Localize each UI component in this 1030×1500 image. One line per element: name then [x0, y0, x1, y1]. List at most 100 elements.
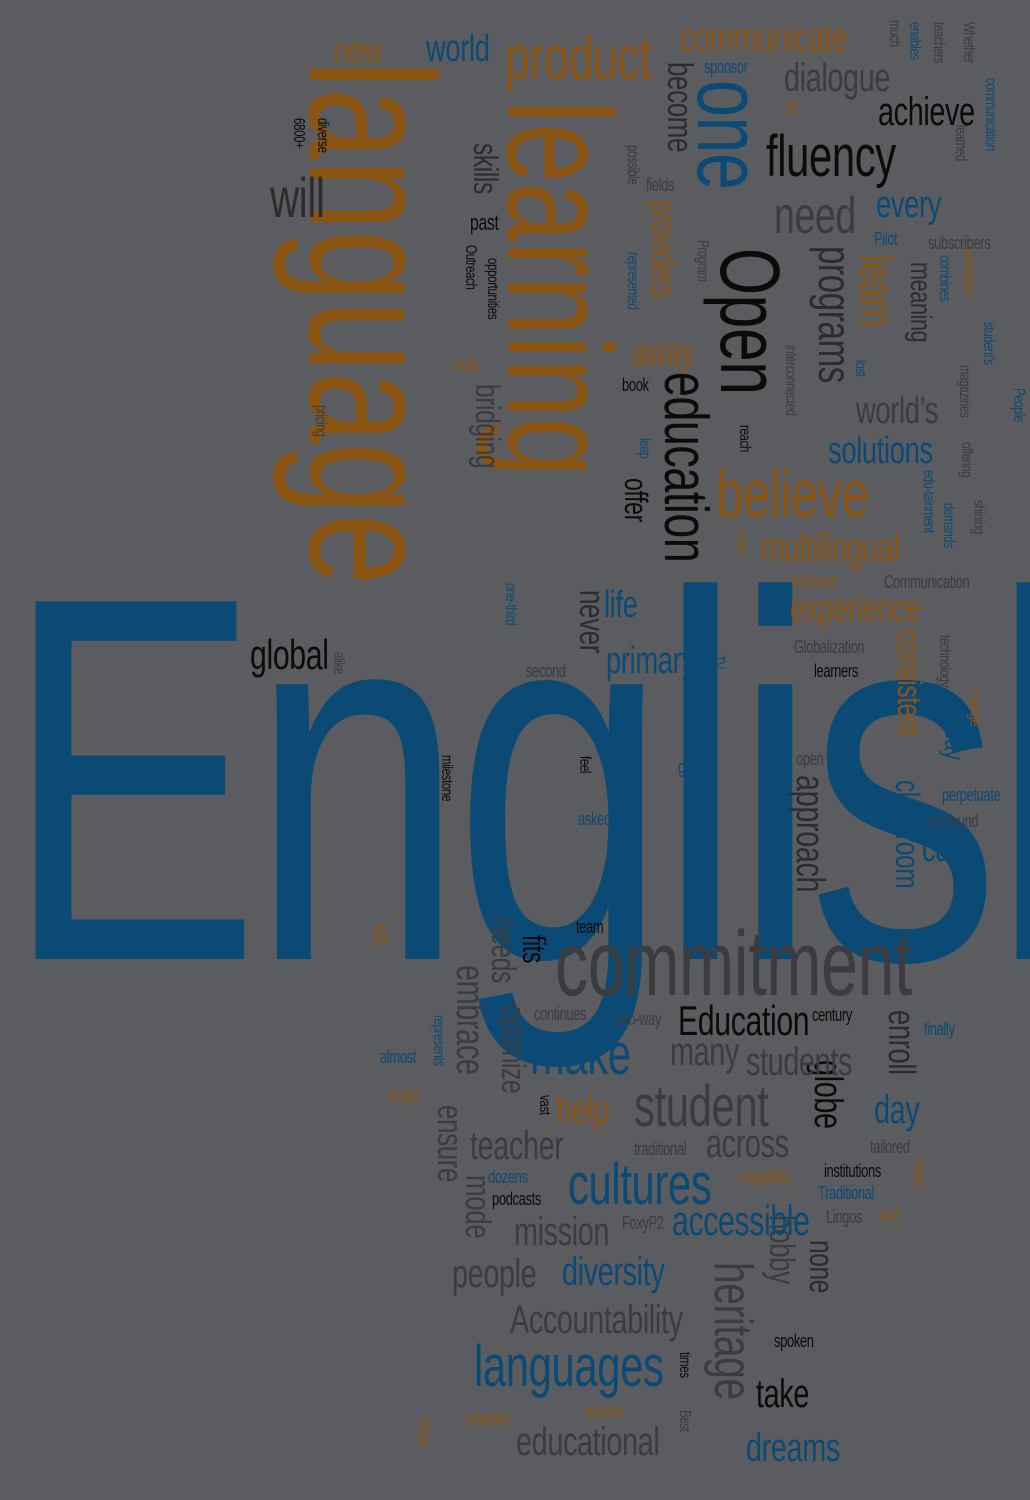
word-languages: languages	[474, 1334, 664, 1399]
word-accessible: accessible	[672, 1197, 810, 1244]
word-book: book	[622, 375, 649, 395]
word-almost: almost	[380, 1047, 417, 1067]
word-every: every	[876, 184, 942, 226]
word-change: change	[966, 690, 983, 726]
word-primary: primary	[606, 640, 695, 682]
word-access: access	[586, 1401, 625, 1421]
word-take: take	[756, 1372, 809, 1416]
word-ensure: ensure	[430, 1105, 471, 1183]
word-possible: possible	[624, 145, 641, 185]
word-vast: vast	[536, 1095, 553, 1115]
word-yet: yet	[784, 100, 801, 115]
word-learning: learning	[476, 100, 641, 477]
word-enroll: enroll	[880, 1010, 922, 1075]
word-perpetuate: perpetuate	[942, 785, 1001, 805]
word-things: things	[416, 1418, 433, 1447]
word-team: team	[576, 917, 604, 937]
word-pilot: Pilot	[874, 229, 898, 249]
word-finally: finally	[924, 1019, 955, 1039]
word-across: across	[706, 1122, 789, 1166]
word-foxyp2: FoxyP2	[622, 1213, 664, 1233]
word-open: Open	[703, 248, 797, 395]
word-continues: continues	[534, 1004, 587, 1024]
word-demands: demands	[940, 503, 957, 548]
word-whether: whether	[466, 1409, 510, 1429]
word-day: day	[874, 1088, 920, 1132]
word-education-cap: Education	[678, 997, 810, 1044]
word-achieve: achieve	[878, 90, 975, 134]
word-help: help	[556, 1088, 610, 1132]
word-skills: skills	[466, 143, 504, 194]
word-feel: feel	[576, 756, 593, 774]
word-product: product	[505, 24, 652, 93]
word-milestone: milestone	[438, 755, 455, 802]
word-people: people	[452, 1252, 537, 1296]
word-fits: fits	[516, 935, 552, 964]
word-us: us	[367, 925, 398, 946]
word-language: language	[272, 60, 471, 585]
word-two-way: two-way	[616, 1009, 662, 1029]
word-lingos: Lingos	[826, 1207, 863, 1227]
word-edu-tainment: edu-tainment	[920, 470, 937, 533]
word-fields: fields	[646, 175, 675, 195]
word-english: English	[4, 489, 1030, 1070]
word-outreach: Outreach	[462, 245, 479, 290]
word-single: single	[388, 1085, 420, 1105]
word-magazines: magazines	[956, 365, 973, 418]
word-will: will	[270, 166, 325, 229]
word-educational: educational	[516, 1420, 660, 1464]
word-make: make	[530, 1022, 631, 1087]
word-communication: communication	[982, 78, 999, 151]
word-communicate: communicate	[680, 16, 848, 60]
word-teacher: teacher	[470, 1124, 564, 1168]
word-become: become	[660, 62, 701, 153]
word-way: way	[939, 725, 970, 760]
word-reach: reach	[736, 425, 753, 453]
word-mission: mission	[514, 1210, 610, 1254]
word-century: century	[812, 1005, 852, 1025]
word-global: global	[250, 631, 329, 678]
word-program: Program	[694, 240, 711, 282]
word-educators: educators	[960, 250, 977, 298]
word-classroom: classroom	[888, 780, 926, 889]
word-meaning: meaning	[904, 262, 937, 343]
word-world: world	[426, 28, 490, 70]
word-spoken: spoken	[774, 1331, 814, 1351]
word-communication-cap: Communication	[884, 572, 970, 592]
word-bridging: bridging	[468, 384, 506, 469]
word-offer: offer	[618, 478, 654, 522]
word-can: can	[922, 828, 966, 870]
word-none: none	[802, 1240, 840, 1294]
word-technology: technology	[936, 635, 953, 688]
word-optimize: optimize	[494, 1005, 532, 1094]
word-student: student	[634, 1074, 769, 1139]
word-fluency: fluency	[766, 124, 896, 189]
word-sponsor: sponsor	[704, 57, 748, 77]
word-dialogue: dialogue	[784, 56, 891, 100]
word-represented: represented	[624, 252, 641, 310]
word-worlds: world’s	[856, 390, 939, 432]
word-new: new	[333, 30, 383, 72]
word-students: students	[746, 1040, 852, 1084]
word-experience: experience	[790, 588, 921, 630]
word-accountability: Accountability	[510, 1298, 683, 1342]
word-combines: combines	[936, 255, 953, 302]
word-institutions: institutions	[824, 1161, 881, 1181]
word-games: games	[678, 757, 716, 777]
word-diverse: diverse	[314, 118, 331, 153]
word-opportunities: opportunities	[484, 258, 501, 320]
word-cultures: cultures	[568, 1152, 712, 1217]
word-richness: richness	[792, 571, 838, 591]
word-learn: learn	[851, 255, 903, 327]
word-enables: enables	[906, 22, 923, 60]
word-whether-cap: Whether	[960, 22, 977, 64]
word-profound: profound	[930, 811, 979, 831]
word-much: much	[886, 20, 903, 47]
word-approach: approach	[788, 775, 832, 893]
word-times: times	[676, 1352, 693, 1378]
word-dozens: dozens	[488, 1167, 528, 1187]
word-consistent: consistent	[890, 630, 928, 737]
word-heritage: heritage	[703, 1262, 763, 1400]
word-traditional-cap: Traditional	[818, 1183, 875, 1203]
